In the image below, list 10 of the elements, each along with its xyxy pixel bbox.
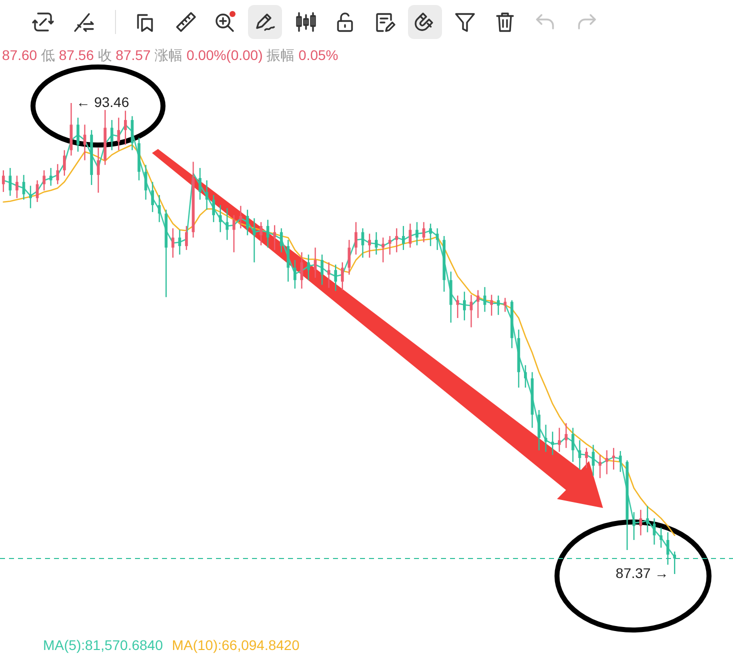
text: MA(10):66,094.8420 [172,637,300,653]
candlestick [605,450,608,474]
candlestick [496,296,500,315]
candlestick [456,296,460,318]
text: 87.60 低 87.56 收 87.57 涨幅 0.00%(0.00) 振幅 0.05% [2,47,338,63]
candlestick [327,262,330,288]
annotation: ← 93.46 [76,94,130,110]
text: MA(5):81,570.6840 [43,637,163,653]
candlestick [239,206,242,228]
annotation: 87.37 → [616,564,669,581]
